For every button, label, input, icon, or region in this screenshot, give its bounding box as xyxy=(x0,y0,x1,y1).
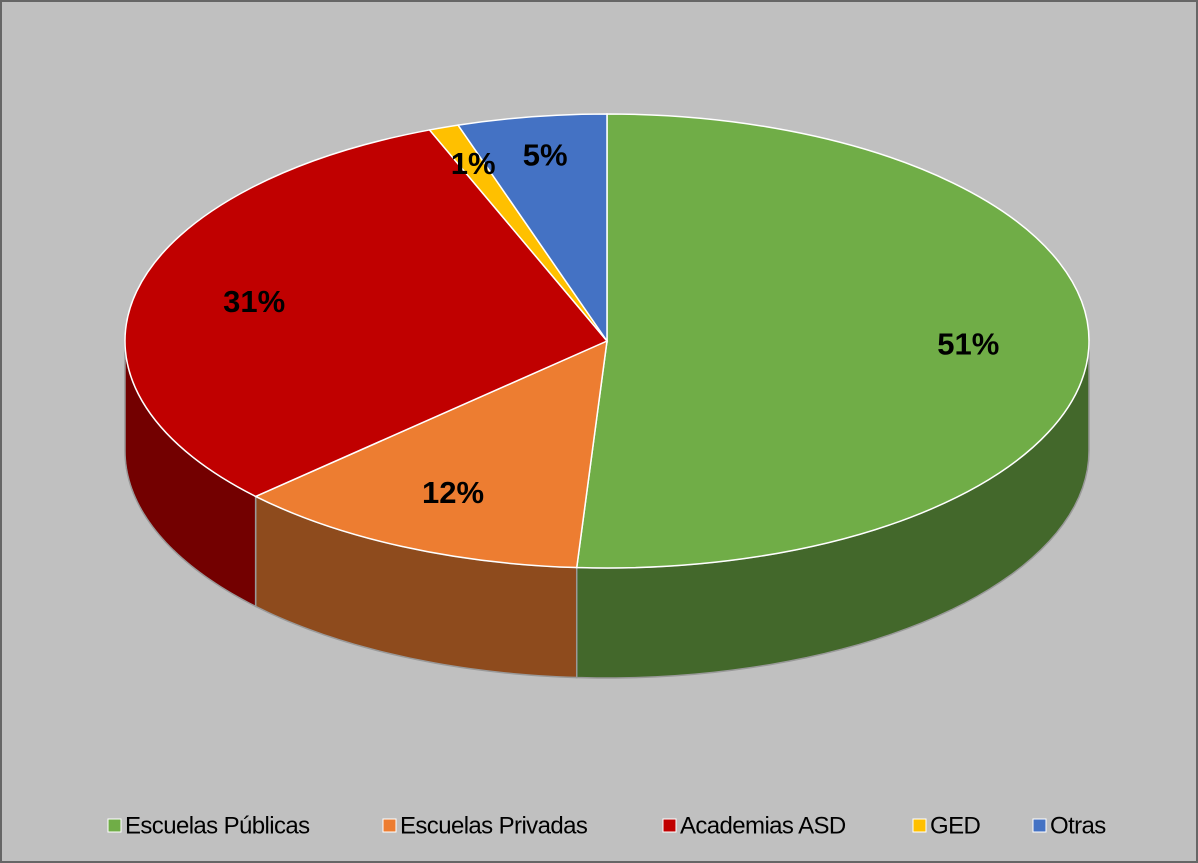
legend-item: Otras xyxy=(1032,812,1107,839)
legend-label: Escuelas Privadas xyxy=(400,812,588,839)
legend-item: Escuelas Privadas xyxy=(382,812,588,839)
pie-slice xyxy=(575,113,1090,569)
pie-slice xyxy=(253,339,608,569)
legend-swatch xyxy=(912,818,927,833)
legend-item: Escuelas Públicas xyxy=(107,812,311,839)
legend-swatch xyxy=(1032,818,1047,833)
data-label: 51% xyxy=(937,327,999,362)
legend-item: Academias ASD xyxy=(662,812,846,839)
data-labels: 51% 12% 31% 1% 5% xyxy=(223,137,999,510)
data-label: 12% xyxy=(422,475,484,510)
legend-swatch xyxy=(662,818,677,833)
legend-swatch xyxy=(107,818,122,833)
legend-label: Academias ASD xyxy=(680,812,846,839)
data-label: 1% xyxy=(451,146,496,181)
pie-slice xyxy=(456,113,608,344)
pie-tops xyxy=(124,113,1090,569)
legend-swatch xyxy=(382,818,397,833)
legend-label: Otras xyxy=(1050,812,1106,839)
pie-slice xyxy=(124,129,609,498)
legend-label: Escuelas Públicas xyxy=(125,812,310,839)
legend-item: GED xyxy=(912,812,981,839)
legend-label: GED xyxy=(930,812,980,839)
legend: Escuelas Públicas Escuelas Privadas Academ… xyxy=(107,812,1107,839)
data-label: 5% xyxy=(523,137,568,172)
data-label: 31% xyxy=(223,284,285,319)
